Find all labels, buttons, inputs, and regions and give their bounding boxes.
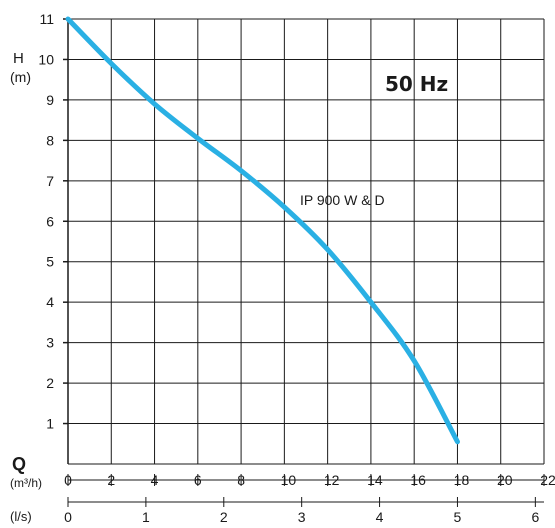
y-tick-label: 4 [46, 294, 54, 310]
series-line [65, 16, 460, 445]
x-primary-tick-label: 0 [64, 472, 72, 488]
y-tick-label: 6 [46, 213, 54, 229]
y-tick-label: 1 [46, 416, 54, 432]
x-primary-tick-label: 6 [194, 472, 202, 488]
y-tick-label: 7 [46, 173, 54, 189]
x-secondary-tick-label: 6 [531, 509, 539, 525]
y-tick-label: 10 [38, 51, 54, 67]
x-primary-tick-label: 22 [540, 472, 555, 488]
y-tick-label: 2 [46, 375, 54, 391]
grid [67, 18, 545, 465]
x-secondary-tick-label: 1 [142, 509, 150, 525]
y-tick-label: 8 [46, 132, 54, 148]
x-primary-tick-label: 12 [324, 472, 340, 488]
series-group [65, 16, 460, 445]
frequency-label: 50 Hz [385, 72, 448, 96]
x-primary-tick-label: 14 [367, 472, 383, 488]
x-primary-tick-label: 18 [454, 472, 470, 488]
x-secondary-tick-label: 0 [64, 509, 72, 525]
y-tick-label: 11 [39, 11, 54, 27]
x-axis-secondary-unit: (l/s) [10, 509, 32, 524]
y-axis-symbol: H [13, 50, 24, 67]
x-axis-primary-unit: (m³/h) [10, 476, 42, 490]
x-primary-tick-label: 2 [107, 472, 115, 488]
x-primary-tick-label: 8 [237, 472, 245, 488]
y-tick-label: 5 [46, 254, 54, 270]
x-primary-tick-label: 20 [497, 472, 513, 488]
x-secondary-tick-label: 5 [454, 509, 462, 525]
x-primary-tick-label: 16 [410, 472, 426, 488]
y-tick-label: 9 [46, 92, 54, 108]
series-label: IP 900 W & D [300, 192, 385, 208]
y-tick-label: 3 [46, 335, 54, 351]
y-axis-unit: (m) [10, 69, 31, 85]
x-secondary-tick-label: 3 [298, 509, 306, 525]
x-secondary-tick-label: 2 [220, 509, 228, 525]
x-axis-symbol: Q [12, 454, 26, 474]
x-primary-tick-label: 4 [151, 472, 159, 488]
x-primary-tick-label: 10 [281, 472, 297, 488]
x-secondary-tick-label: 4 [376, 509, 384, 525]
